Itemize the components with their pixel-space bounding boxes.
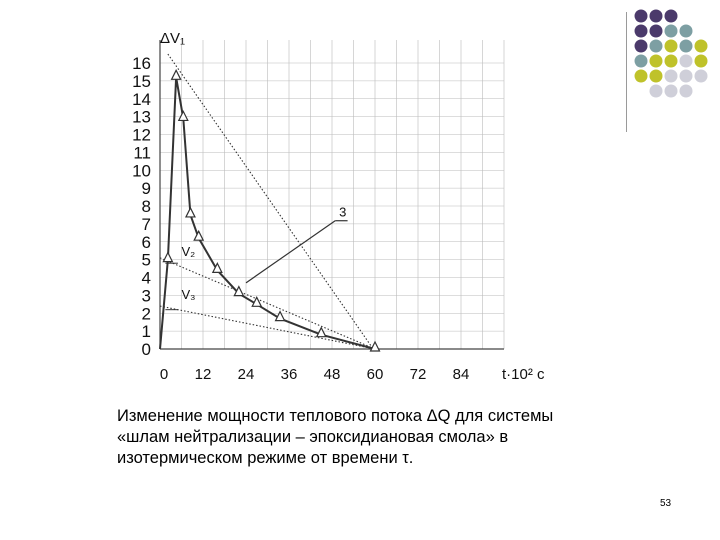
y-tick-label: 3: [142, 286, 151, 305]
y-tick-label: 8: [142, 197, 151, 216]
decorative-dot: [664, 54, 678, 68]
data-point-marker: [162, 251, 174, 263]
x-tick-label: 48: [324, 366, 341, 383]
decorative-dot: [634, 39, 648, 53]
data-point-marker: [184, 206, 196, 218]
decorative-dot: [649, 39, 663, 53]
y-tick-label: 5: [142, 251, 151, 270]
y-tick-label: 4: [142, 269, 151, 288]
annotation-label: V₂: [182, 244, 196, 259]
y-tick-label: 0: [142, 340, 151, 359]
decorative-dot: [679, 39, 693, 53]
annotation-label: V₃: [182, 287, 196, 302]
y-tick-label: 13: [132, 108, 151, 127]
decorative-dot: [649, 69, 663, 83]
decorative-dot: [679, 54, 693, 68]
y-tick-label: 10: [132, 161, 151, 180]
grid: [159, 40, 505, 350]
y-tick-label: 15: [132, 72, 151, 91]
data-point-marker: [211, 262, 223, 273]
decorative-dot: [664, 69, 678, 83]
decorative-dot: [649, 9, 663, 23]
x-axis-label: t·10² c: [502, 366, 545, 383]
x-tick-label: 0: [160, 366, 168, 383]
decorative-dot: [634, 24, 648, 38]
caption-line-1: Изменение мощности теплового потока ΔQ д…: [117, 407, 554, 425]
decorative-dot: [664, 9, 678, 23]
decorative-dot: [649, 24, 663, 38]
data-point-marker: [233, 285, 245, 297]
x-tick-label: 12: [195, 366, 212, 383]
decorative-dot: [694, 69, 708, 83]
y-tick-label: 7: [142, 215, 151, 234]
annotation-label: 3: [339, 205, 346, 220]
decorative-dot: [649, 84, 663, 98]
tangent-line: [159, 257, 376, 350]
decorative-dot: [679, 69, 693, 83]
y-tick-label: 11: [133, 143, 151, 162]
decorative-dot: [679, 24, 693, 38]
x-tick-label: 36: [281, 366, 298, 383]
decorative-dot: [664, 39, 678, 53]
tangent-line: [159, 305, 376, 350]
decorative-divider: [626, 12, 627, 132]
caption-line-2: «шлам нейтрализации – эпоксидиановая смо…: [117, 428, 509, 446]
decorative-dot: [634, 54, 648, 68]
data-point-marker: [170, 68, 182, 80]
x-tick-label: 60: [367, 366, 384, 383]
annotation-leader: [245, 220, 336, 284]
decorative-dot: [649, 54, 663, 68]
y-tick-label: 14: [132, 90, 151, 109]
y-tick-label: 1: [142, 322, 151, 341]
x-tick-label: 72: [410, 366, 427, 383]
page-number: 53: [660, 498, 672, 509]
decorative-dot: [664, 24, 678, 38]
y-tick-label: 16: [132, 54, 151, 73]
decorative-dot: [679, 84, 693, 98]
data-point-marker: [369, 340, 381, 352]
data-point-marker: [315, 326, 327, 338]
y-tick-label: 9: [142, 179, 151, 198]
y-tick-label: 2: [142, 304, 151, 323]
data-point-marker: [274, 310, 286, 322]
x-tick-label: 24: [238, 366, 255, 383]
chart-caption: Изменение мощности теплового потока ΔQ д…: [117, 406, 647, 469]
caption-line-3: изотермическом режиме от времени τ.: [117, 449, 414, 467]
y-tick-label: 6: [142, 233, 151, 252]
decorative-dot: [694, 54, 708, 68]
data-point-marker: [251, 295, 263, 307]
decorative-dot: [694, 39, 708, 53]
data-point-marker: [177, 110, 189, 122]
decorative-dot-pattern: [634, 9, 708, 98]
x-tick-label: 84: [453, 366, 470, 383]
series-line: [159, 77, 376, 350]
decorative-dot: [664, 84, 678, 98]
y-axis-label: ΔV₁: [160, 30, 185, 47]
decorative-dot: [634, 69, 648, 83]
tangent-line: [167, 53, 374, 350]
decorative-dot: [634, 9, 648, 23]
y-tick-label: 12: [132, 126, 151, 145]
data-point-marker: [193, 229, 205, 241]
